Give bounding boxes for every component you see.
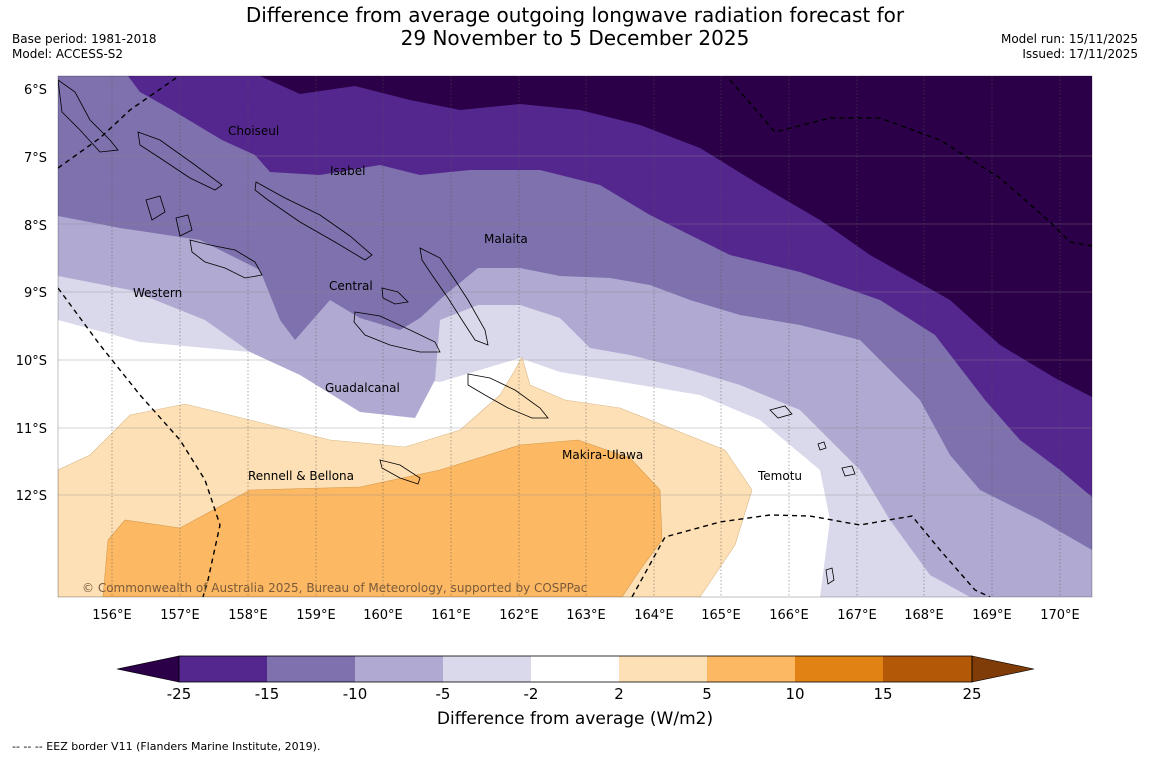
- lon-label: 162°E: [499, 608, 539, 623]
- colorbar-swatch: [707, 656, 795, 682]
- colorbar-arrow-low: [116, 655, 180, 683]
- lon-label: 170°E: [1040, 608, 1080, 623]
- contour-fields: [58, 76, 1092, 597]
- region-label-rennell-bellona: Rennell & Bellona: [248, 469, 354, 483]
- colorbar-swatch: [619, 656, 707, 682]
- island-tikopia: [817, 441, 827, 451]
- region-label-isabel: Isabel: [330, 164, 365, 178]
- lon-label: 156°E: [92, 608, 132, 623]
- colorbar-tick: 15: [873, 685, 892, 703]
- lon-label: 168°E: [904, 608, 944, 623]
- region-label-western: Western: [133, 286, 182, 300]
- colorbar-tick: -15: [255, 685, 280, 703]
- issued-date: Issued: 17/11/2025: [1022, 47, 1138, 61]
- colorbar: -25 -15 -10 -5 -2 2 5 10 15 25: [116, 655, 1035, 703]
- island-bougainville: [58, 79, 119, 153]
- lat-label: 6°S: [24, 83, 47, 98]
- island-kolombangara: [175, 214, 193, 237]
- colorbar-tick: -10: [343, 685, 368, 703]
- island-new-georgia: [189, 239, 263, 279]
- lon-label: 157°E: [160, 608, 200, 623]
- colorbar-swatch: [267, 656, 355, 682]
- region-label-central: Central: [329, 279, 373, 293]
- island-guadalcanal: [353, 311, 441, 353]
- island-malaita: [419, 247, 489, 346]
- island-vanikoro: [841, 465, 856, 477]
- model-run: Model run: 15/11/2025: [1000, 32, 1138, 46]
- colorbar-tick: 2: [614, 685, 624, 703]
- lon-gridlines: [111, 76, 1061, 597]
- colorbar-outline: [178, 655, 973, 683]
- island-vella-lavella: [145, 195, 166, 221]
- band-plus5-plus10: [102, 439, 663, 597]
- island-small-south: [825, 567, 835, 585]
- longitude-labels: 156°E 157°E 158°E 159°E 160°E 161°E 162°…: [92, 608, 1080, 623]
- lat-label: 10°S: [16, 354, 47, 369]
- island-florida: [381, 287, 409, 305]
- lon-label: 165°E: [701, 608, 741, 623]
- lon-label: 167°E: [837, 608, 877, 623]
- lon-label: 161°E: [431, 608, 471, 623]
- colorbar-tick: -25: [167, 685, 192, 703]
- region-label-guadalcanal: Guadalcanal: [325, 381, 400, 395]
- copyright-notice: © Commonwealth of Australia 2025, Bureau…: [82, 581, 587, 595]
- island-rennell: [379, 459, 421, 485]
- lat-label: 7°S: [24, 151, 47, 166]
- region-label-malaita: Malaita: [484, 232, 528, 246]
- title-line-1: Difference from average outgoing longwav…: [245, 3, 905, 27]
- lon-label: 163°E: [566, 608, 606, 623]
- island-santa-cruz: [769, 405, 793, 419]
- lon-label: 166°E: [769, 608, 809, 623]
- colorbar-tick: -5: [436, 685, 451, 703]
- colorbar-tick: 25: [962, 685, 981, 703]
- coastlines: [58, 79, 856, 585]
- colorbar-tick: 5: [702, 685, 712, 703]
- colorbar-swatch: [531, 656, 619, 682]
- colorbar-swatch: [355, 656, 443, 682]
- colorbar-swatch: [795, 656, 883, 682]
- model-name: Model: ACCESS-S2: [12, 47, 124, 61]
- colorbar-tick: 10: [785, 685, 804, 703]
- island-isabel: [254, 181, 373, 261]
- lat-label: 8°S: [24, 219, 47, 234]
- lon-label: 158°E: [228, 608, 268, 623]
- colorbar-caption: Difference from average (W/m2): [436, 709, 714, 729]
- colorbar-arrow-high: [971, 655, 1035, 683]
- title-line-2: 29 November to 5 December 2025: [400, 26, 750, 50]
- eez-borders: [58, 77, 1092, 597]
- map-title: Difference from average outgoing longwav…: [0, 4, 1150, 50]
- meta-right: Model run: 15/11/2025 Issued: 17/11/2025: [1001, 32, 1138, 62]
- region-labels: Choiseul Isabel Malaita Western Central …: [133, 124, 802, 483]
- lat-label: 12°S: [16, 489, 47, 504]
- lat-label: 11°S: [16, 422, 47, 437]
- colorbar-swatch: [443, 656, 531, 682]
- colorbar-tick: -2: [524, 685, 539, 703]
- map-frame: [57, 75, 1093, 598]
- lon-label: 164°E: [634, 608, 674, 623]
- latitude-labels: 6°S 7°S 8°S 9°S 10°S 11°S 12°S: [16, 83, 47, 504]
- lon-label: 159°E: [296, 608, 336, 623]
- lon-label: 169°E: [972, 608, 1012, 623]
- base-period: Base period: 1981-2018: [12, 32, 157, 46]
- eez-legend-note: -- -- -- EEZ border V11 (Flanders Marine…: [12, 740, 321, 753]
- region-label-temotu: Temotu: [757, 469, 802, 483]
- lon-label: 160°E: [363, 608, 403, 623]
- lat-label: 9°S: [24, 286, 47, 301]
- island-choiseul: [137, 131, 223, 191]
- region-label-choiseul: Choiseul: [228, 124, 279, 138]
- region-label-makira-ulawa: Makira-Ulawa: [562, 448, 643, 462]
- colorbar-swatch: [883, 656, 972, 682]
- lat-gridlines: [58, 155, 1092, 496]
- island-makira: [467, 373, 549, 419]
- colorbar-swatch: [179, 656, 267, 682]
- meta-left: Base period: 1981-2018 Model: ACCESS-S2: [12, 32, 157, 62]
